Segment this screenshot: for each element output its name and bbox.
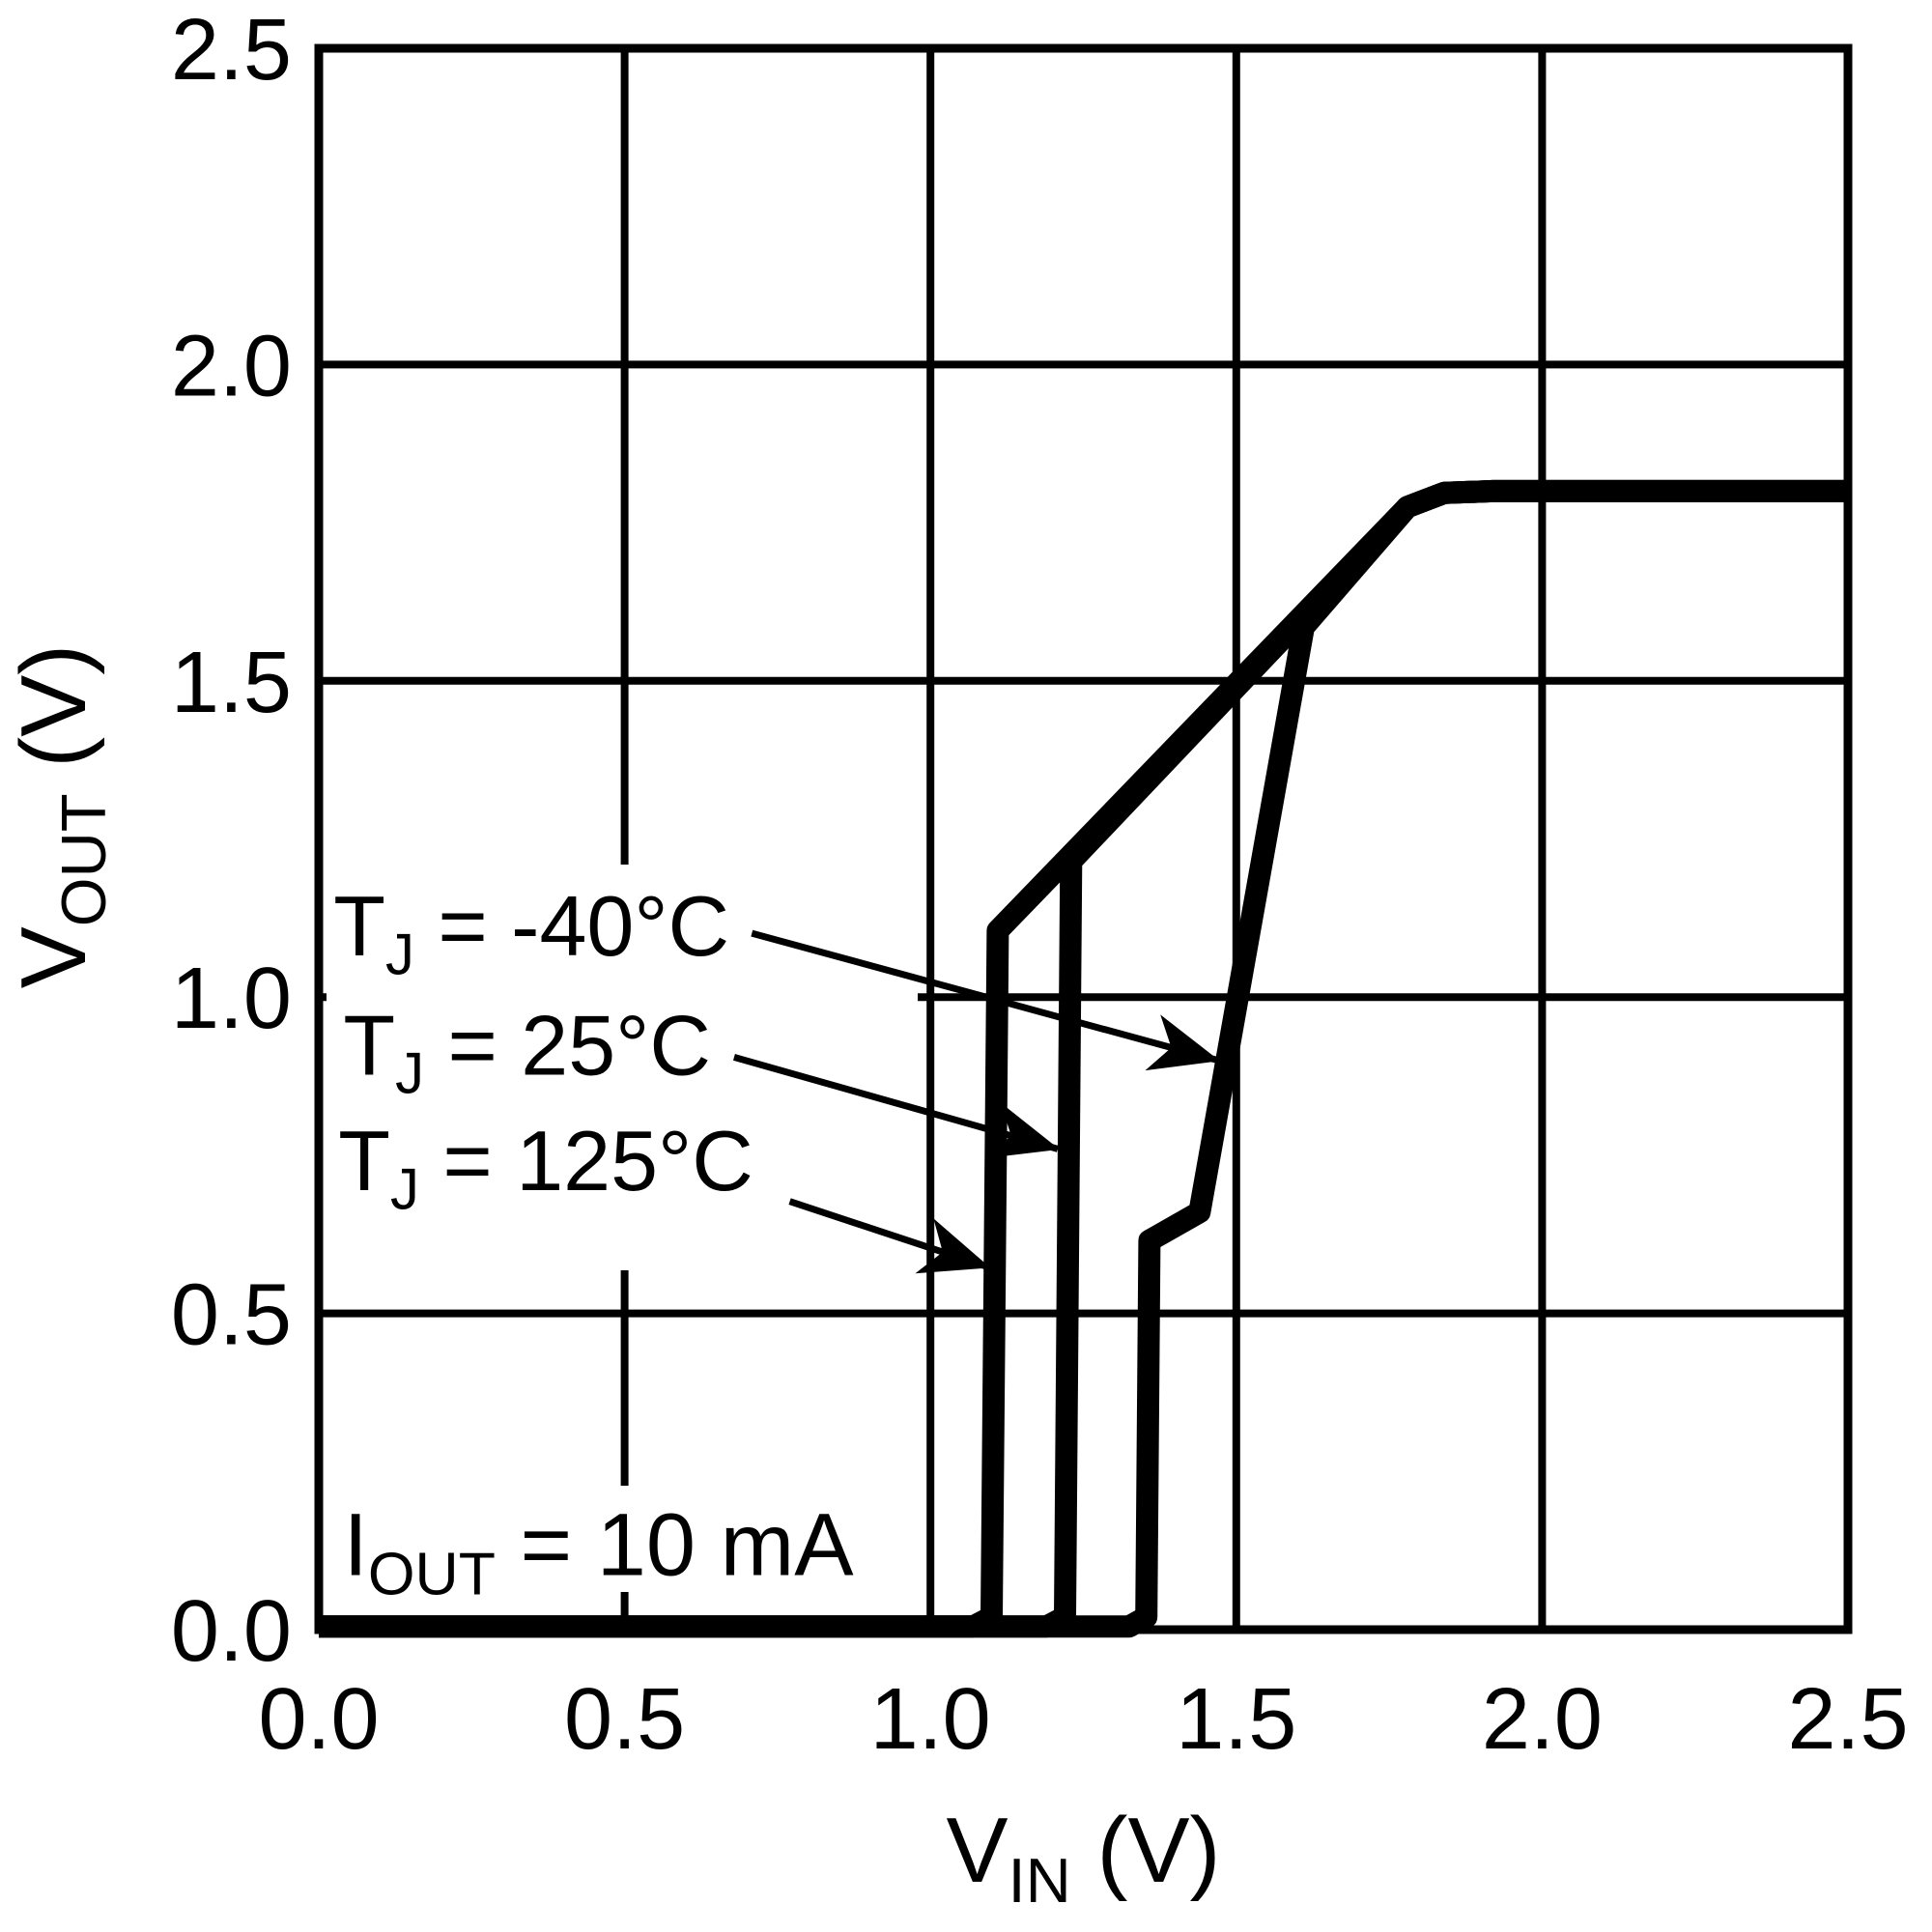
y-tick-label-0.5: 0.5 bbox=[171, 1267, 292, 1364]
callout-arrow-tj-125-c bbox=[788, 1198, 991, 1274]
label-masks bbox=[327, 865, 918, 1592]
callout-label-tj-40-c: TJ = -40°C bbox=[333, 878, 729, 986]
curves bbox=[319, 479, 1848, 1638]
y-axis-title: VOUT (V) bbox=[2, 644, 119, 988]
x-tick-label-1.5: 1.5 bbox=[1176, 1671, 1296, 1768]
x-tick-label-2.0: 2.0 bbox=[1482, 1671, 1603, 1768]
x-tick-label-0.0: 0.0 bbox=[258, 1671, 379, 1768]
callout-tj-40-c: TJ = -40°C bbox=[333, 878, 1220, 1071]
callout-label-tj-125-c: TJ = 125°C bbox=[338, 1113, 753, 1221]
y-tick-label-2.5: 2.5 bbox=[171, 2, 292, 99]
x-tick-label-0.5: 0.5 bbox=[564, 1671, 685, 1768]
y-tick-label-2.0: 2.0 bbox=[171, 318, 292, 414]
load-current-annotation: IOUT = 10 mA bbox=[343, 1495, 854, 1607]
callout-tj-125-c: TJ = 125°C bbox=[338, 1113, 991, 1274]
annotation-mask bbox=[333, 1486, 874, 1592]
y-tick-label-1.5: 1.5 bbox=[171, 635, 292, 731]
callout-label-tj-25-c: TJ = 25°C bbox=[343, 997, 711, 1105]
axis-tick-labels: 0.0 0.5 1.0 1.5 2.0 2.5 0.0 0.5 1.0 1.5 2.0 2.5 bbox=[171, 2, 1909, 1768]
callout-tj-25-c: TJ = 25°C bbox=[343, 997, 1060, 1159]
callout-arrow-tj-40-c bbox=[751, 929, 1220, 1071]
x-tick-label-1.0: 1.0 bbox=[870, 1671, 991, 1768]
load-current-label: IOUT = 10 mA bbox=[343, 1495, 854, 1607]
curve-tj-40-c bbox=[319, 479, 1848, 1638]
y-tick-label-0.0: 0.0 bbox=[171, 1583, 292, 1680]
axis-titles: VIN (V) VOUT (V) bbox=[2, 644, 1220, 1916]
callout-label-mask bbox=[327, 865, 918, 1270]
plot-frame bbox=[314, 43, 1853, 1634]
y-axis-title-group: VOUT (V) bbox=[2, 644, 119, 988]
x-tick-label-2.5: 2.5 bbox=[1787, 1671, 1908, 1768]
y-tick-label-1.0: 1.0 bbox=[171, 951, 292, 1047]
x-axis-title: VIN (V) bbox=[947, 1799, 1221, 1916]
temperature-callouts: TJ = 125°CTJ = 25°C TJ = -40°C bbox=[333, 878, 1220, 1274]
